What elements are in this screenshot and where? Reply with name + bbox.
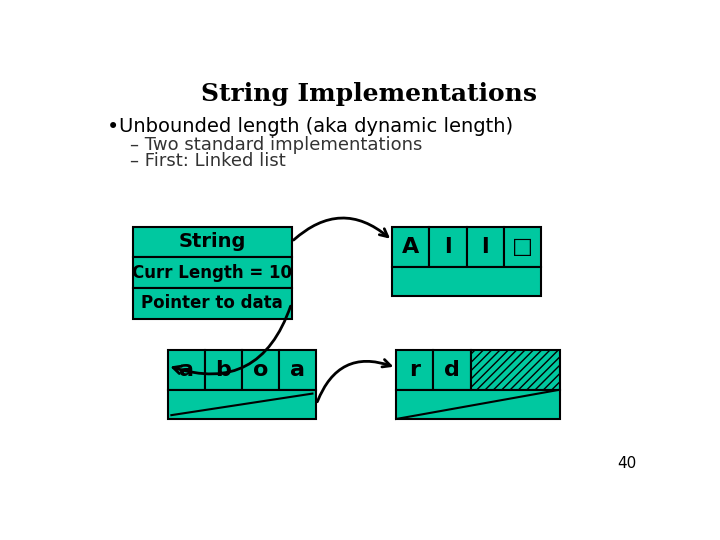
Bar: [396, 350, 433, 390]
Text: d: d: [444, 360, 460, 380]
Bar: [132, 288, 292, 319]
Bar: [132, 226, 292, 257]
Text: r: r: [409, 360, 420, 380]
Text: □: □: [512, 237, 533, 256]
Bar: [392, 267, 541, 296]
Bar: [168, 350, 204, 390]
Bar: [433, 350, 471, 390]
Bar: [467, 226, 504, 267]
FancyArrowPatch shape: [318, 360, 390, 402]
Bar: [242, 350, 279, 390]
FancyArrowPatch shape: [294, 218, 388, 240]
Text: a: a: [290, 360, 305, 380]
Text: b: b: [215, 360, 231, 380]
Bar: [471, 350, 559, 390]
Text: Pointer to data: Pointer to data: [141, 294, 283, 313]
FancyArrowPatch shape: [173, 306, 291, 374]
Text: – First: Linked list: – First: Linked list: [130, 152, 286, 170]
Text: A: A: [402, 237, 420, 256]
Text: o: o: [253, 360, 268, 380]
Bar: [279, 350, 316, 390]
Bar: [429, 226, 467, 267]
Bar: [168, 390, 316, 419]
Bar: [204, 350, 242, 390]
Text: 40: 40: [617, 456, 636, 471]
Text: l: l: [444, 237, 452, 256]
Bar: [396, 390, 559, 419]
Bar: [132, 257, 292, 288]
Text: Curr Length = 10: Curr Length = 10: [132, 264, 292, 282]
Text: Unbounded length (aka dynamic length): Unbounded length (aka dynamic length): [120, 117, 513, 136]
Text: a: a: [179, 360, 194, 380]
Bar: [504, 226, 541, 267]
Text: – Two standard implementations: – Two standard implementations: [130, 136, 423, 154]
Bar: [392, 226, 429, 267]
Text: String Implementations: String Implementations: [201, 82, 537, 106]
Text: l: l: [482, 237, 489, 256]
Text: •: •: [107, 117, 120, 137]
Text: String: String: [179, 232, 246, 252]
